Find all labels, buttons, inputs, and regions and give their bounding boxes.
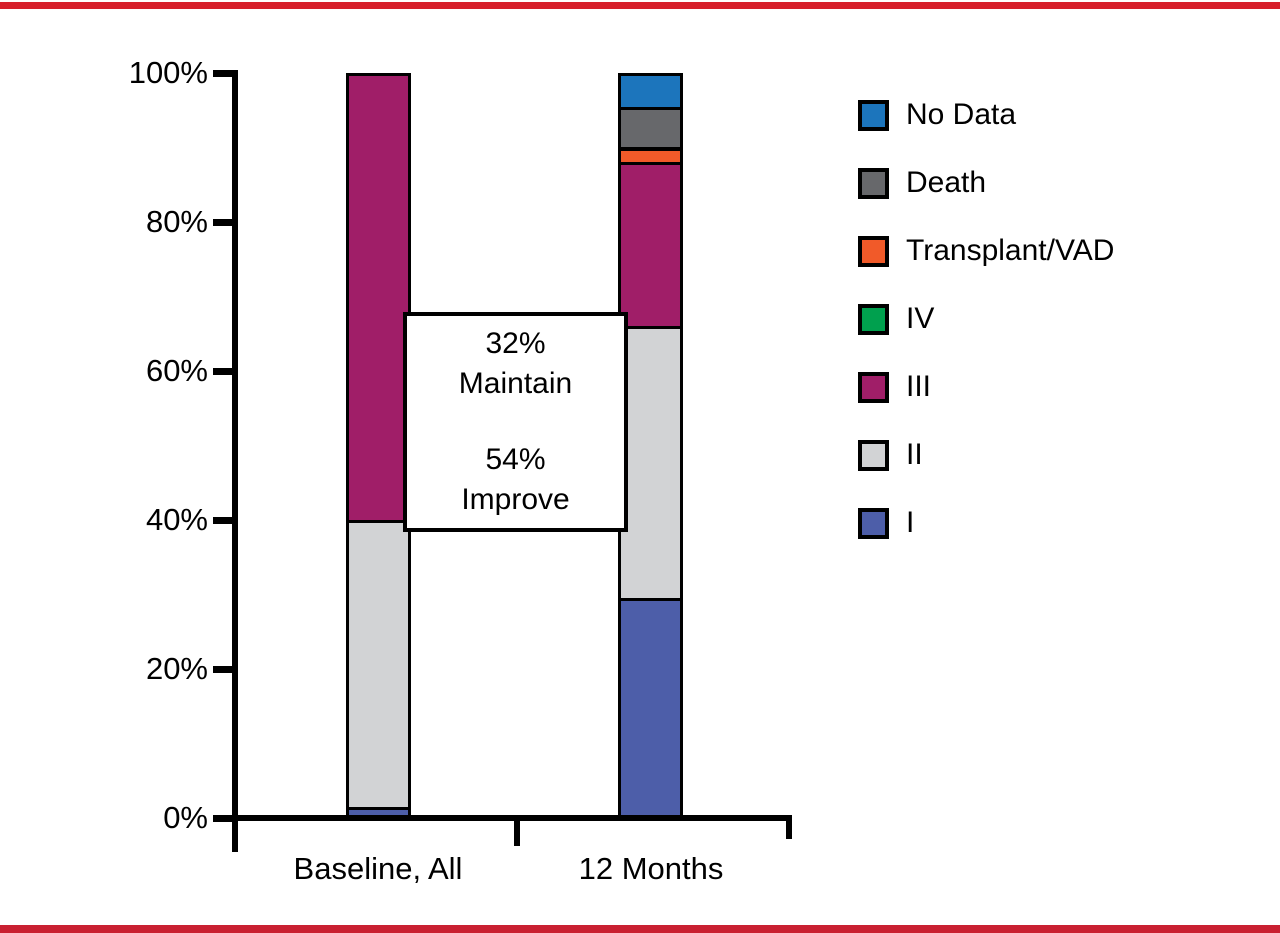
y-tick-label: 0%: [163, 800, 208, 835]
annotation-maintain-pct: 32%: [485, 327, 546, 360]
y-tick: [213, 814, 233, 822]
y-tick-label: 60%: [145, 353, 208, 388]
bar-segment: [618, 162, 683, 330]
legend-item: II: [858, 439, 1114, 471]
legend-item: IV: [858, 303, 1114, 335]
legend-item: No Data: [858, 99, 1114, 131]
legend-swatch: [858, 507, 889, 539]
top-red-rule: [0, 2, 1280, 9]
legend-label: IV: [906, 302, 935, 335]
y-tick-label: 100%: [128, 55, 208, 90]
y-tick: [213, 367, 233, 375]
bar-segment: [346, 520, 411, 810]
annotation-improve-pct: 54%: [485, 443, 546, 476]
legend-label: Death: [906, 166, 987, 199]
legend-swatch: [858, 167, 889, 199]
x-axis-label: Baseline, All: [293, 851, 463, 886]
y-tick: [213, 665, 233, 673]
x-axis-end-tick: [786, 815, 792, 839]
annotation-maintain-label: Maintain: [458, 367, 573, 400]
y-tick: [213, 69, 233, 77]
y-tick-label: 80%: [145, 204, 208, 239]
legend-item: III: [858, 371, 1114, 403]
legend-swatch: [858, 303, 889, 335]
legend-item: I: [858, 507, 1114, 539]
y-tick-label: 40%: [145, 502, 208, 537]
y-axis-line: [232, 70, 238, 852]
bar-segment: [618, 598, 683, 818]
legend-swatch: [858, 439, 889, 471]
legend-item: Transplant/VAD: [858, 235, 1114, 267]
bar-segment: [346, 73, 411, 523]
legend-label: II: [906, 438, 923, 471]
legend-swatch: [858, 99, 889, 131]
legend-label: III: [906, 370, 932, 403]
legend-label: No Data: [906, 98, 1017, 131]
legend-swatch: [858, 371, 889, 403]
bar-segment: [618, 73, 683, 110]
x-axis-line: [232, 815, 792, 821]
bottom-red-rule: [0, 925, 1280, 933]
legend-swatch: [858, 235, 889, 267]
legend: No Data Death Transplant/VAD IV III II I: [858, 99, 1114, 575]
x-axis-mid-tick: [514, 818, 520, 846]
y-tick: [213, 516, 233, 524]
legend-item: Death: [858, 167, 1114, 199]
annotation-improve-label: Improve: [461, 483, 570, 516]
bar-segment: [618, 106, 683, 151]
y-tick-label: 20%: [145, 651, 208, 686]
x-axis-label: 12 Months: [578, 851, 724, 886]
legend-label: Transplant/VAD: [906, 234, 1115, 267]
annotation-box: 32% Maintain 54% Improve: [403, 312, 628, 532]
y-tick: [213, 218, 233, 226]
legend-label: I: [906, 506, 915, 539]
